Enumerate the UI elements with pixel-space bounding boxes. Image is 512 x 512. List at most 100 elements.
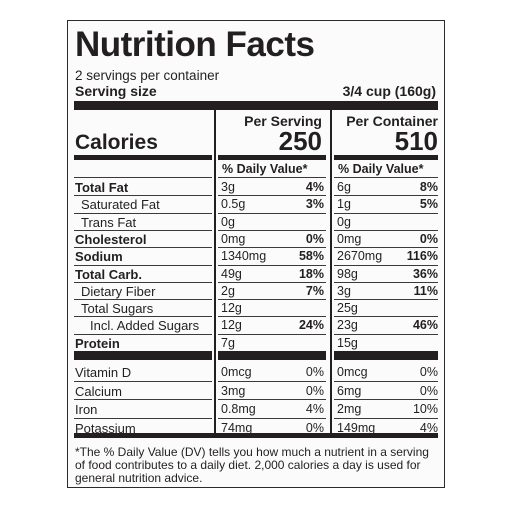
row-divider — [74, 380, 212, 382]
per-container-calories: 510 — [394, 126, 438, 156]
row-divider — [74, 316, 212, 318]
serving-amount-cholesterol: 0mg — [221, 231, 246, 246]
container-percent-total-carb: 36% — [412, 266, 438, 281]
container-amount-vitamin-d: 0mcg — [337, 365, 368, 379]
nutrient-label-total-carb: Total Carb. — [75, 266, 142, 282]
footnote-divider — [74, 433, 438, 438]
serving-amount-trans-fat: 0g — [221, 214, 235, 229]
serving-percent-calcium: 0% — [305, 383, 324, 398]
row-divider — [218, 380, 326, 382]
nutrient-label-trans-fat: Trans Fat — [81, 214, 137, 230]
per-serving-calories: 250 — [278, 126, 322, 156]
row-divider — [334, 380, 438, 382]
row-divider — [74, 333, 212, 335]
serving-amount-total-fat: 3g — [221, 180, 235, 194]
serving-percent-vitamin-d: 0% — [305, 365, 324, 379]
daily-value-header-serving: % Daily Value* — [222, 162, 308, 176]
servings-per-container: 2 servings per container — [75, 68, 220, 83]
row-divider — [74, 247, 212, 249]
calories-label: Calories — [75, 131, 158, 154]
footnote: *The % Daily Value (DV) tells you how mu… — [75, 445, 429, 485]
container-amount-protein: 15g — [337, 335, 358, 350]
container-percent-dietary-fiber: 11% — [413, 283, 438, 298]
calories-divider-right — [334, 155, 438, 160]
row-divider — [74, 212, 212, 214]
row-divider — [74, 417, 212, 419]
row-divider — [74, 264, 212, 266]
row-divider — [334, 281, 438, 283]
serving-amount-saturated-fat: 0.5g — [221, 197, 246, 212]
container-percent-iron: 10% — [412, 402, 438, 416]
container-percent-incl-added-sugars: 46% — [412, 318, 438, 333]
row-divider — [334, 299, 438, 301]
calories-divider-mid — [218, 155, 326, 160]
nutrient-label-sodium: Sodium — [75, 249, 123, 265]
container-amount-total-sugars: 25g — [337, 301, 358, 316]
serving-amount-calcium: 3mg — [221, 383, 246, 398]
serving-percent-cholesterol: 0% — [305, 231, 324, 246]
nutrient-label-total-sugars: Total Sugars — [81, 301, 154, 317]
row-divider — [74, 195, 212, 197]
serving-percent-incl-added-sugars: 24% — [298, 318, 324, 333]
nutrient-label-incl-added-sugars: Incl. Added Sugars — [90, 318, 200, 334]
serving-amount-sodium: 1340mg — [221, 249, 267, 264]
row-divider — [218, 247, 326, 249]
row-divider — [334, 417, 438, 419]
nutrient-label-dietary-fiber: Dietary Fiber — [81, 283, 156, 299]
container-amount-iron: 2mg — [337, 402, 362, 416]
serving-percent-sodium: 58% — [298, 249, 324, 264]
row-divider — [334, 316, 438, 318]
serving-amount-dietary-fiber: 2g — [221, 283, 235, 298]
serving-amount-total-sugars: 12g — [221, 301, 242, 316]
row-divider — [218, 195, 326, 197]
vitamin-label-calcium: Calcium — [75, 383, 122, 399]
serving-amount-vitamin-d: 0mcg — [221, 365, 252, 379]
row-divider — [74, 299, 212, 301]
column-divider-2 — [330, 110, 332, 433]
row-divider — [334, 212, 438, 214]
serving-size-value: 3/4 cup (160g) — [342, 83, 436, 99]
row-divider — [74, 177, 212, 178]
container-amount-total-carb: 98g — [337, 266, 358, 281]
row-divider — [74, 399, 212, 400]
row-divider — [334, 177, 438, 178]
row-divider — [218, 229, 326, 231]
container-amount-saturated-fat: 1g — [337, 197, 351, 212]
nutrient-label-saturated-fat: Saturated Fat — [81, 197, 160, 213]
row-divider — [74, 229, 212, 231]
container-amount-dietary-fiber: 3g — [337, 283, 351, 298]
container-percent-calcium: 0% — [419, 383, 438, 398]
per-container-header: Per Container — [346, 113, 438, 129]
calories-divider-left — [74, 155, 212, 160]
container-amount-incl-added-sugars: 23g — [337, 318, 358, 333]
row-divider — [218, 281, 326, 283]
row-divider — [334, 264, 438, 266]
vitamins-divider-right — [334, 351, 438, 360]
container-percent-sodium: 116% — [406, 249, 438, 264]
row-divider — [218, 399, 326, 400]
daily-value-header-container: % Daily Value* — [338, 162, 424, 176]
serving-percent-iron: 4% — [305, 402, 324, 416]
nutrient-label-total-fat: Total Fat — [75, 180, 129, 195]
row-divider — [218, 264, 326, 266]
container-amount-potassium: 149mg — [337, 420, 376, 435]
container-amount-sodium: 2670mg — [337, 249, 383, 264]
nutrient-label-cholesterol: Cholesterol — [75, 231, 147, 247]
vitamin-label-potassium: Potassium — [75, 420, 136, 436]
serving-amount-incl-added-sugars: 12g — [221, 318, 242, 333]
serving-amount-potassium: 74mg — [221, 420, 253, 435]
row-divider — [334, 333, 438, 335]
row-divider — [218, 417, 326, 419]
nutrient-label-protein: Protein — [75, 335, 120, 351]
serving-percent-total-fat: 4% — [305, 180, 324, 194]
row-divider — [218, 333, 326, 335]
serving-percent-total-carb: 18% — [298, 266, 324, 281]
column-divider-1 — [214, 110, 216, 433]
container-percent-cholesterol: 0% — [419, 231, 438, 246]
serving-amount-total-carb: 49g — [221, 266, 242, 281]
container-percent-total-fat: 8% — [419, 180, 438, 194]
serving-percent-saturated-fat: 3% — [305, 197, 324, 212]
row-divider — [218, 316, 326, 318]
container-amount-total-fat: 6g — [337, 180, 351, 194]
per-serving-header: Per Serving — [244, 113, 322, 129]
